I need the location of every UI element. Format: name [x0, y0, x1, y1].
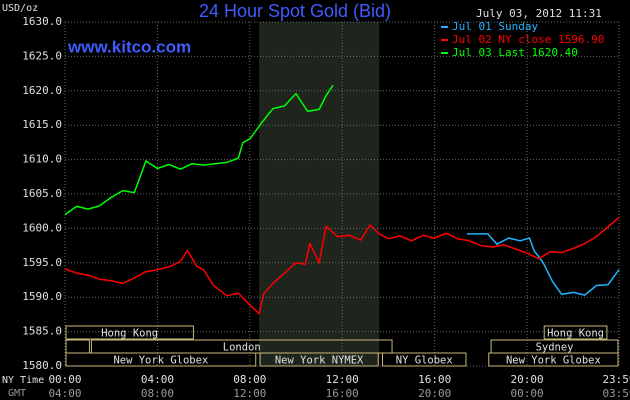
x-tick-label: 23:59: [602, 373, 630, 386]
x2-tick-label: 20:00: [418, 387, 451, 400]
y-tick-label: 1610.0: [22, 153, 62, 166]
session-box: [259, 352, 379, 367]
x2-tick-label: 00:00: [510, 387, 543, 400]
x2-tick-label: 03:59: [602, 387, 630, 400]
shaded-range: [259, 22, 380, 366]
session-label: New York NYMEX: [275, 355, 364, 367]
session-box: [382, 352, 467, 367]
session-box: [543, 325, 608, 340]
series-line: [64, 216, 620, 315]
y-tick-label: 1585.0: [22, 325, 62, 338]
y-tick-label: 1590.0: [22, 290, 62, 303]
x2-tick-label: 16:00: [326, 387, 359, 400]
x-label: NY Time: [2, 375, 44, 386]
y-tick-label: 1605.0: [22, 187, 62, 200]
x-tick-label: 00:00: [48, 373, 81, 386]
session-box: [488, 352, 619, 367]
y-tick-label: 1580.0: [22, 359, 62, 372]
y-unit: USD/oz: [2, 3, 38, 14]
session-box: [65, 325, 194, 340]
legend-label: Jul 03 Last 1620.40: [452, 46, 578, 59]
x2-tick-label: 08:00: [141, 387, 174, 400]
session-label: London: [223, 342, 261, 354]
y-tick-label: 1620.0: [22, 84, 62, 97]
chart-title: 24 Hour Spot Gold (Bid): [199, 1, 391, 21]
legend-label: Jul 01 Sunday: [452, 20, 538, 33]
session-label: NY Globex: [396, 355, 453, 367]
session-label: Hong Kong: [101, 328, 158, 340]
y-tick-label: 1625.0: [22, 49, 62, 62]
y-tick-label: 1595.0: [22, 256, 62, 269]
x-tick-label: 20:00: [510, 373, 543, 386]
legend-label: Jul 02 NY close 1596.90: [452, 33, 604, 46]
watermark: www.kitco.com: [67, 37, 191, 56]
session-label: New York Globex: [113, 355, 208, 367]
x-tick-label: 04:00: [141, 373, 174, 386]
y-tick-label: 1600.0: [22, 221, 62, 234]
session-label: Hong Kong: [547, 328, 604, 340]
x2-tick-label: 12:00: [233, 387, 266, 400]
series-line: [64, 84, 334, 216]
session-label: New York Globex: [506, 355, 601, 367]
session-label: Sydney: [536, 342, 574, 354]
x2-tick-label: 04:00: [48, 387, 81, 400]
y-tick-label: 1615.0: [22, 118, 62, 131]
timestamp: July 03, 2012 11:31: [476, 7, 602, 20]
x-tick-label: 16:00: [418, 373, 451, 386]
session-box: [65, 352, 257, 367]
x2-label: GMT: [8, 388, 26, 399]
series-line: [467, 233, 620, 296]
y-tick-label: 1630.0: [22, 15, 62, 28]
x-tick-label: 08:00: [233, 373, 266, 386]
x-tick-label: 12:00: [326, 373, 359, 386]
